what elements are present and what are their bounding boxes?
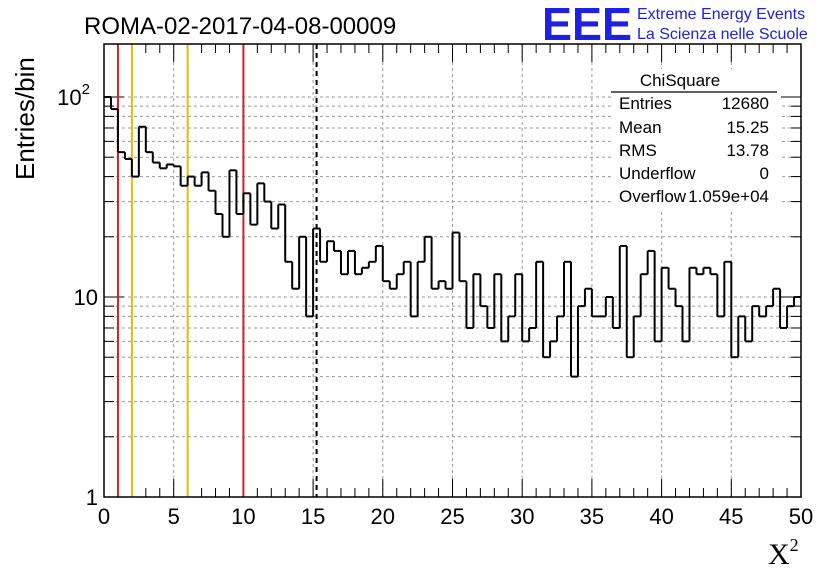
- grid: [104, 44, 801, 497]
- stats-label-mean: Mean: [619, 118, 662, 137]
- eee-logo: EEE: [542, 0, 632, 50]
- x-tick-label: 30: [510, 504, 534, 529]
- x-axis-label-sup: 2: [790, 535, 799, 555]
- x-tick-label: 10: [231, 504, 255, 529]
- histogram: [104, 96, 801, 378]
- y-axis-label: Entries/bin: [10, 57, 40, 180]
- logo-line-1: Extreme Energy Events: [637, 6, 805, 23]
- x-tick-label: 45: [719, 504, 743, 529]
- stats-title: ChiSquare: [640, 71, 720, 90]
- y-tick-label: 102: [57, 81, 90, 110]
- x-tick-label: 20: [371, 504, 395, 529]
- y-tick-label-base: 10: [57, 85, 81, 110]
- stats-label-overflow: Overflow: [619, 187, 687, 206]
- stats-value-underflow: 0: [760, 164, 769, 183]
- stats-value-mean: 15.25: [726, 118, 769, 137]
- stats-box: ChiSquare Entries 12680 Mean 15.25 RMS 1…: [611, 69, 779, 211]
- x-tick-label: 25: [440, 504, 464, 529]
- x-tick-label: 35: [580, 504, 604, 529]
- cut-lines: [116, 44, 318, 497]
- y-tick-label-exponent: 2: [82, 81, 90, 98]
- stats-label-underflow: Underflow: [619, 164, 696, 183]
- plot-frame: [103, 43, 802, 498]
- stats-value-entries: 12680: [722, 94, 769, 113]
- x-tick-label: 50: [789, 504, 813, 529]
- x-axis-label-base: X: [768, 538, 790, 571]
- stats-box-background: [611, 69, 779, 211]
- x-tick-label: 5: [168, 504, 180, 529]
- run-title: ROMA-02-2017-04-08-00009: [84, 13, 396, 40]
- stats-value-overflow: 1.059e+04: [688, 187, 769, 206]
- y-tick-label: 10: [74, 285, 98, 310]
- stats-value-rms: 13.78: [726, 141, 769, 160]
- logo-line-2: La Scienza nelle Scuole: [637, 26, 808, 43]
- x-axis-label: X2: [768, 535, 799, 571]
- x-tick-label: 40: [649, 504, 673, 529]
- y-tick-label: 1: [86, 485, 98, 510]
- stats-label-rms: RMS: [619, 141, 657, 160]
- x-tick-label: 0: [98, 504, 110, 529]
- stats-label-entries: Entries: [619, 94, 672, 113]
- x-tick-label: 15: [301, 504, 325, 529]
